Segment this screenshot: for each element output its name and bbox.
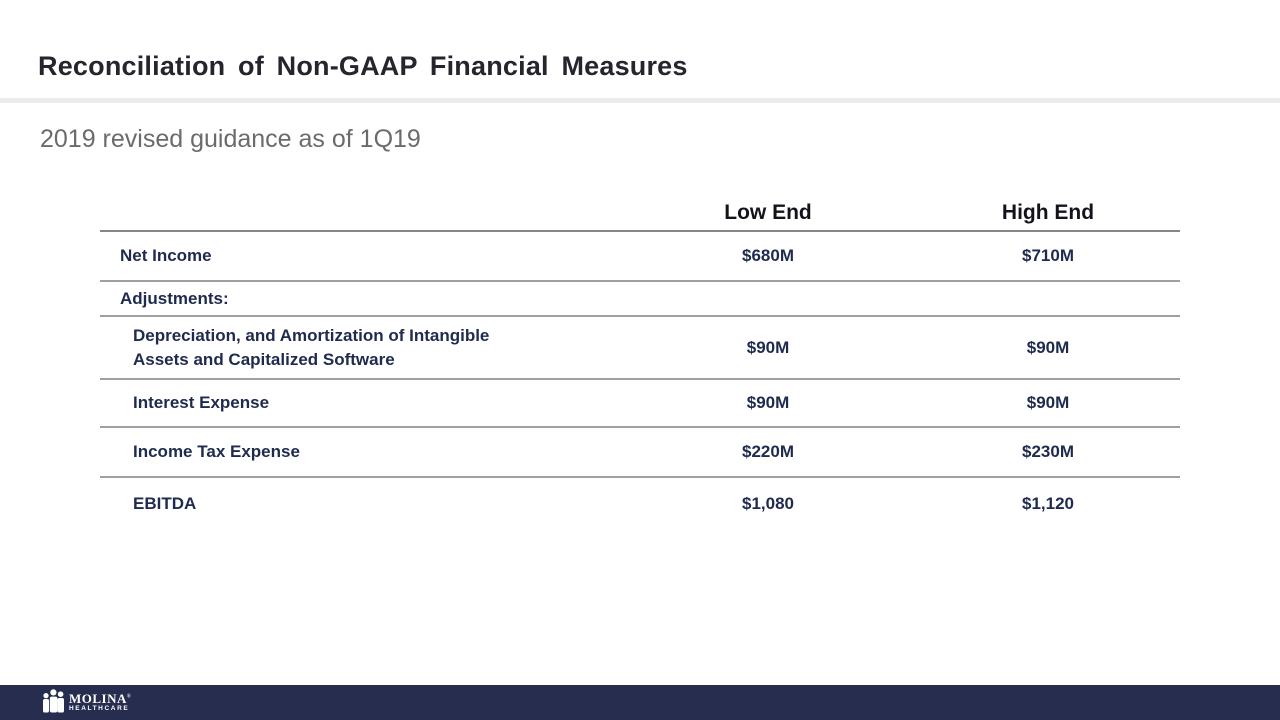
reconciliation-table: Low End High End Net Income $680M $710M Adj… bbox=[100, 196, 1180, 530]
row-value-high-end: $710M bbox=[1022, 246, 1074, 265]
row-label: Adjustments: bbox=[120, 288, 229, 308]
logo-text: MOLINA® HEALTHCARE bbox=[69, 692, 131, 713]
row-value-high-end: $90M bbox=[1026, 393, 1070, 412]
row-value-high-end: $90M bbox=[1026, 337, 1070, 357]
footer-bar: MOLINA® HEALTHCARE 98 bbox=[0, 685, 1280, 720]
page-title: Reconciliation of Non-GAAP Financial Mea… bbox=[38, 51, 688, 81]
registered-mark: ® bbox=[126, 694, 132, 700]
slide-subtitle: 2019 revised guidance as of 1Q19 bbox=[40, 125, 421, 153]
table-row: Depreciation, and Amortization of Intang… bbox=[100, 317, 1180, 380]
row-value-low-end: $90M bbox=[746, 393, 790, 412]
column-header-low-end: Low End bbox=[724, 201, 812, 224]
row-value-high-end: $230M bbox=[1022, 442, 1074, 461]
table-header-row: Low End High End bbox=[100, 196, 1180, 232]
table-row: Adjustments: bbox=[100, 282, 1180, 317]
logo-subtitle: HEALTHCARE bbox=[69, 705, 130, 713]
row-label: EBITDA bbox=[133, 494, 197, 514]
row-label: Income Tax Expense bbox=[133, 442, 300, 462]
table-row: EBITDA $1,080 $1,120 bbox=[100, 478, 1180, 530]
row-label: Depreciation, and Amortization of Intang… bbox=[133, 325, 490, 369]
molina-healthcare-logo: MOLINA® HEALTHCARE bbox=[40, 689, 131, 716]
table-row: Income Tax Expense $220M $230M bbox=[100, 428, 1180, 478]
row-label: Interest Expense bbox=[133, 393, 270, 413]
column-header-high-end: High End bbox=[1001, 201, 1095, 224]
logo-name: MOLINA® bbox=[69, 691, 132, 707]
row-value-low-end: $90M bbox=[746, 337, 790, 357]
title-divider bbox=[0, 98, 1280, 103]
table-body: Net Income $680M $710M Adjustments: Deprecia… bbox=[100, 232, 1180, 530]
row-value-low-end: $220M bbox=[742, 442, 794, 461]
table-row: Interest Expense $90M $90M bbox=[100, 380, 1180, 428]
row-label: Net Income bbox=[120, 246, 212, 266]
row-value-low-end: $1,080 bbox=[742, 494, 794, 513]
row-value-high-end: $1,120 bbox=[1022, 494, 1074, 513]
row-value-low-end: $680M bbox=[742, 246, 794, 265]
table-row: Net Income $680M $710M bbox=[100, 232, 1180, 282]
molina-people-icon bbox=[40, 689, 67, 716]
